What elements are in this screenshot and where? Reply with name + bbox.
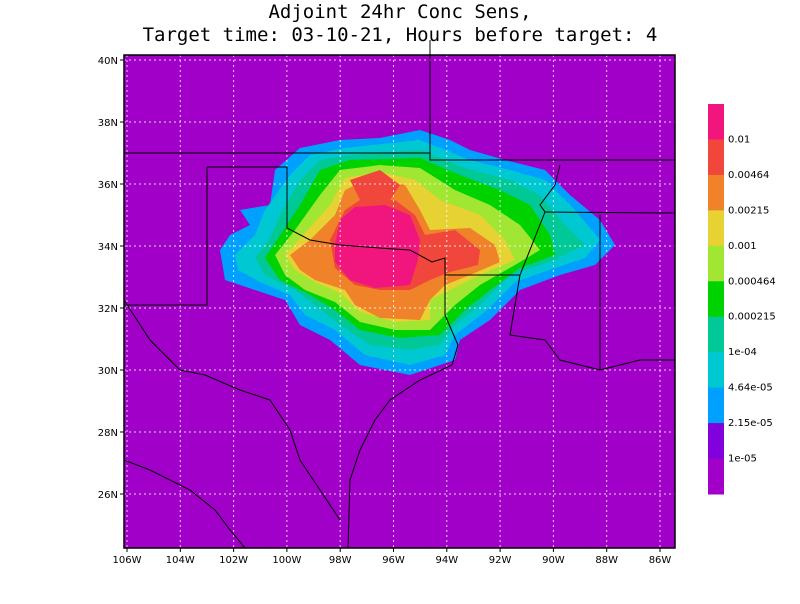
state-border	[124, 167, 208, 306]
state-border	[124, 152, 675, 161]
state-border	[544, 211, 676, 214]
grid	[124, 55, 675, 548]
x-tick-label: 104W	[166, 555, 195, 566]
state-border	[519, 164, 561, 276]
colorbar-label: 4.64e-05	[728, 383, 773, 394]
colorbar-label: 0.000464	[728, 276, 776, 287]
colorbar-swatch	[708, 245, 724, 282]
colorbar-swatch	[708, 174, 724, 211]
colorbar-label: 0.00215	[728, 205, 769, 216]
colorbar-swatch	[708, 352, 724, 389]
colorbar-swatch	[708, 387, 724, 424]
x-tick-label: 94W	[435, 555, 458, 566]
x-tick-label: 98W	[329, 555, 352, 566]
x-tick-label: 100W	[272, 555, 301, 566]
y-tick-label: 34N	[98, 242, 118, 253]
y-tick-label: 26N	[98, 490, 118, 501]
country-border	[123, 459, 246, 549]
colorbar-swatch	[708, 104, 724, 140]
colorbar-label: 1e-05	[728, 454, 757, 465]
y-tick-label: 28N	[98, 428, 118, 439]
title-line: Target time: 03-10-21, Hours before targ…	[143, 24, 658, 46]
colorbar-label: 0.000215	[728, 312, 776, 323]
state-border	[123, 299, 341, 521]
y-tick-label: 38N	[98, 118, 118, 129]
x-tick-label: 106W	[113, 555, 142, 566]
colorbar-label: 0.01	[728, 134, 750, 145]
x-tick-label: 96W	[382, 555, 405, 566]
borders	[123, 40, 676, 549]
colorbar-swatch	[708, 139, 724, 176]
contour	[350, 170, 400, 200]
colorbar-swatch	[708, 316, 724, 353]
colorbar-swatch	[708, 423, 724, 460]
colorbar-label: 2.15e-05	[728, 418, 773, 429]
colorbar-swatch	[708, 210, 724, 247]
colorbar-label: 0.00464	[728, 170, 769, 181]
x-tick-label: 102W	[219, 555, 248, 566]
colorbar-swatch	[708, 458, 724, 495]
contour	[335, 205, 420, 288]
title-line: Adjoint 24hr Conc Sens,	[268, 1, 531, 23]
x-tick-label: 92W	[489, 555, 512, 566]
x-tick-label: 88W	[595, 555, 618, 566]
x-tick-label: 90W	[542, 555, 565, 566]
state-border	[207, 166, 520, 276]
colorbar-swatch	[708, 281, 724, 318]
y-tick-label: 36N	[98, 180, 118, 191]
contours	[220, 130, 615, 375]
plot-frame	[123, 54, 676, 549]
y-tick-label: 32N	[98, 304, 118, 315]
y-tick-label: 30N	[98, 366, 118, 377]
x-tick-label: 86W	[649, 555, 672, 566]
state-border	[347, 275, 459, 549]
colorbar-label: 1e-04	[728, 347, 757, 358]
colorbar: 0.01 0.00464 0.00215 0.001 0.000464 0.000215 1…	[708, 104, 776, 495]
colorbar-label: 0.001	[728, 241, 757, 252]
y-tick-label: 40N	[98, 56, 118, 67]
state-border	[509, 274, 675, 371]
